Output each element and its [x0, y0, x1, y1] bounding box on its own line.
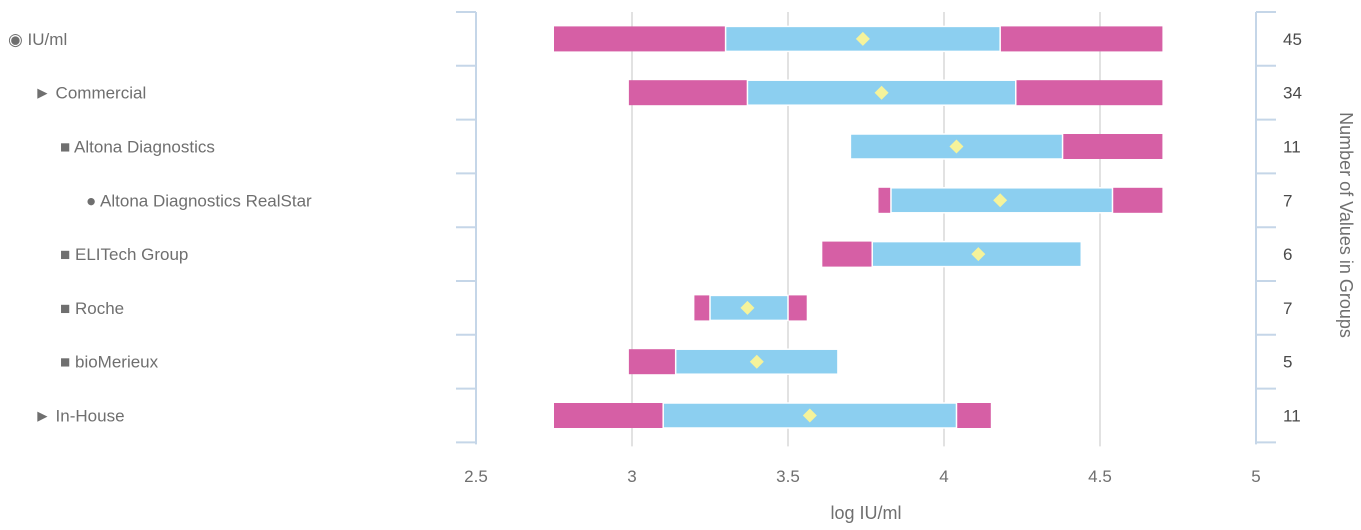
row-label: ► Commercial [34, 84, 146, 103]
grid-lines [631, 12, 1101, 447]
count-label: 6 [1283, 245, 1292, 264]
mean-marker [949, 139, 964, 154]
count-label: 11 [1283, 407, 1301, 426]
count-label: 34 [1283, 84, 1302, 103]
x-tick-label: 5 [1251, 467, 1260, 486]
x-tick-labels: 2.5 3 3.5 4 4.5 5 [464, 467, 1261, 486]
mean-marker [993, 193, 1008, 208]
mean-marker [802, 408, 817, 423]
mean-marker [874, 85, 889, 100]
row-label: ● Altona Diagnostics RealStar [86, 191, 312, 210]
x-axis-title: log IU/ml [830, 503, 901, 523]
count-label: 45 [1283, 30, 1302, 49]
row-labels: ◉ IU/ml ► Commercial ■ Altona Diagnostics ●… [8, 30, 312, 426]
x-tick-label: 4 [939, 467, 948, 486]
count-label: 7 [1283, 299, 1292, 318]
count-label: 11 [1283, 138, 1301, 157]
x-tick-label: 3 [627, 467, 636, 486]
mean-marker [971, 247, 986, 262]
row-label: ► In-House [34, 407, 125, 426]
count-labels: 45 34 11 7 6 7 5 11 [1283, 30, 1302, 426]
row-label: ■ bioMerieux [60, 353, 159, 372]
x-tick-label: 3.5 [776, 467, 800, 486]
count-label: 7 [1283, 191, 1292, 210]
x-tick-label: 4.5 [1088, 467, 1112, 486]
row-label: ■ ELITech Group [60, 245, 188, 264]
x-tick-label: 2.5 [464, 467, 488, 486]
count-label: 5 [1283, 353, 1292, 372]
row-label: ■ Altona Diagnostics [60, 138, 215, 157]
mean-marker [855, 31, 870, 46]
row-label: ■ Roche [60, 299, 124, 318]
bars [554, 25, 1163, 429]
mean-marker [749, 354, 764, 369]
axes [456, 11, 1276, 445]
y2-axis-title: Number of Values in Groups [1336, 112, 1356, 338]
row-label: ◉ IU/ml [8, 30, 67, 49]
mean-marker [740, 300, 755, 315]
